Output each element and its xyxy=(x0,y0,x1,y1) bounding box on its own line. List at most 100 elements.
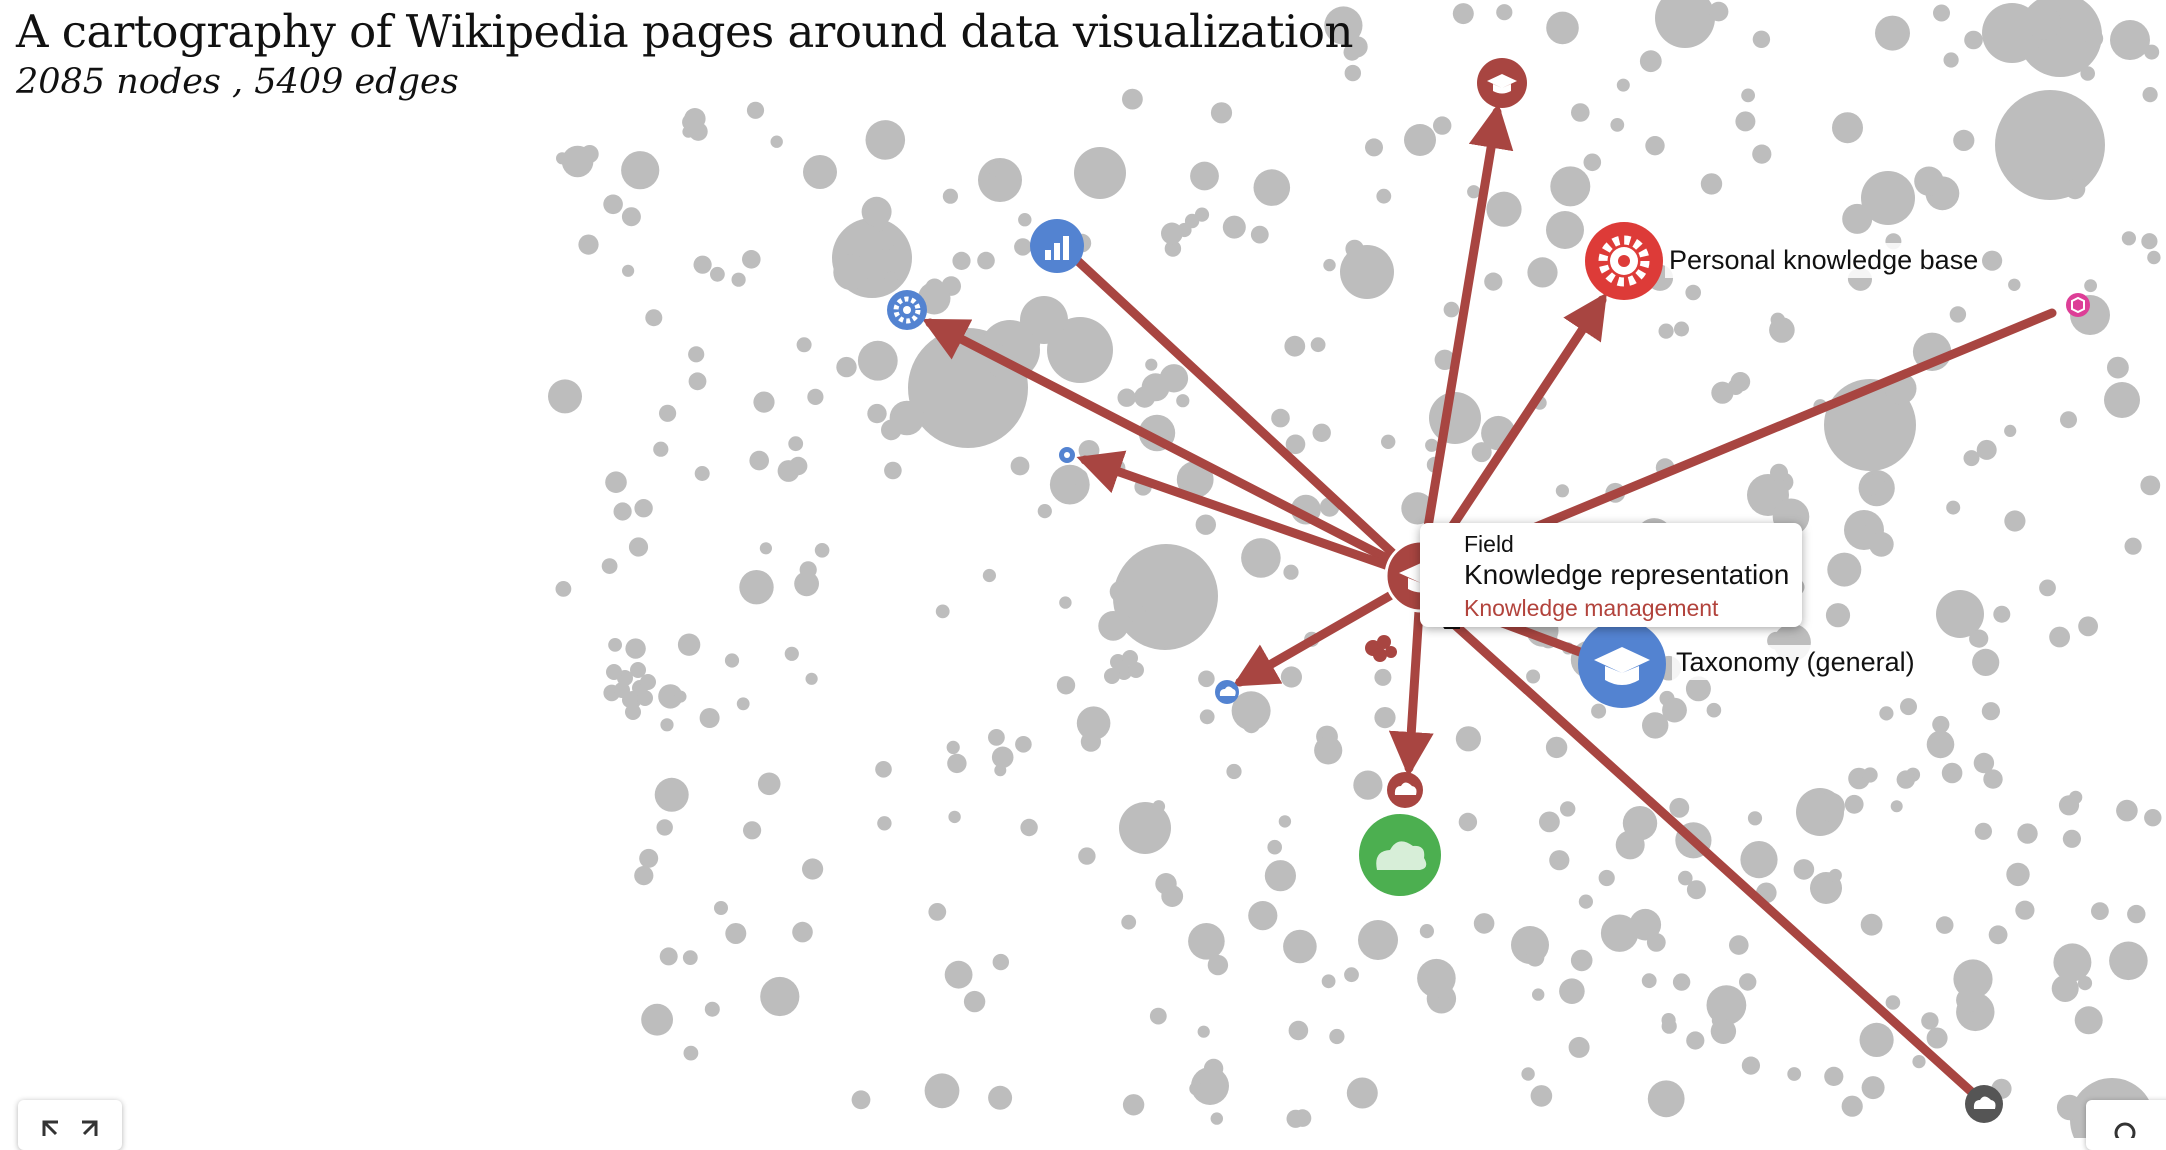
graph-node[interactable] xyxy=(865,120,906,160)
graph-node[interactable] xyxy=(1995,90,2105,200)
graph-node[interactable] xyxy=(1825,603,1851,628)
graph-node[interactable] xyxy=(1283,564,1299,580)
graph-node[interactable] xyxy=(704,1001,720,1017)
graph-node[interactable] xyxy=(746,101,765,119)
graph-node[interactable] xyxy=(2049,626,2071,648)
graph-node[interactable] xyxy=(1429,392,1481,444)
graph-node[interactable] xyxy=(1496,4,1513,21)
graph-node[interactable] xyxy=(1374,668,1392,686)
graph-node[interactable] xyxy=(988,1085,1013,1110)
graph-node[interactable] xyxy=(1571,103,1590,122)
graph-node[interactable] xyxy=(1686,1031,1705,1050)
graph-node[interactable] xyxy=(682,950,698,965)
graph-node[interactable] xyxy=(1926,730,1955,759)
graph-node[interactable] xyxy=(2062,829,2081,848)
graph-node[interactable] xyxy=(710,266,725,282)
graph-node[interactable] xyxy=(2051,975,2079,1002)
graph-node[interactable] xyxy=(1164,240,1182,257)
graph-node[interactable] xyxy=(2104,382,2140,418)
graph-node[interactable] xyxy=(1642,712,1669,739)
graph-node[interactable] xyxy=(1020,818,1038,837)
graph-node[interactable] xyxy=(1646,933,1666,952)
graph-node[interactable] xyxy=(1117,388,1136,407)
graph-node[interactable] xyxy=(2072,43,2093,64)
graph-node[interactable] xyxy=(1983,769,2003,789)
graph-node[interactable] xyxy=(1982,250,2003,271)
graph-node[interactable] xyxy=(1344,64,1362,82)
graph-node[interactable] xyxy=(1248,901,1278,931)
graph-node[interactable] xyxy=(1076,706,1111,740)
graph-node[interactable] xyxy=(688,372,707,391)
node-cloud-red[interactable] xyxy=(1387,772,1423,808)
graph-node[interactable] xyxy=(1645,136,1665,156)
graph-node[interactable] xyxy=(1832,112,1863,144)
graph-node[interactable] xyxy=(1128,605,1147,623)
graph-node[interactable] xyxy=(2056,1094,2083,1121)
graph-node[interactable] xyxy=(1946,500,1961,515)
graph-node[interactable] xyxy=(641,1003,673,1036)
graph-node[interactable] xyxy=(659,947,678,966)
graph-node[interactable] xyxy=(634,499,653,518)
graph-node[interactable] xyxy=(1879,706,1894,721)
graph-node[interactable] xyxy=(1741,1056,1760,1075)
graph-node[interactable] xyxy=(1060,328,1076,345)
graph-node[interactable] xyxy=(1752,30,1771,48)
graph-node[interactable] xyxy=(1098,611,1129,641)
graph-node[interactable] xyxy=(1119,802,1171,854)
graph-node[interactable] xyxy=(1190,161,1219,191)
graph-node[interactable] xyxy=(1710,1018,1737,1044)
graph-node[interactable] xyxy=(942,188,959,204)
graph-node[interactable] xyxy=(1555,484,1569,498)
graph-node[interactable] xyxy=(759,542,773,555)
graph-node[interactable] xyxy=(988,161,1003,177)
graph-node[interactable] xyxy=(1844,794,1864,814)
graph-node[interactable] xyxy=(1973,752,1995,774)
graph-node[interactable] xyxy=(861,196,892,227)
graph-node[interactable] xyxy=(613,502,632,521)
label-taxonomy[interactable]: Taxonomy (general) xyxy=(1672,645,1919,680)
graph-node[interactable] xyxy=(603,194,623,215)
graph-node[interactable] xyxy=(1191,1067,1229,1105)
graph-node[interactable] xyxy=(857,340,898,381)
graph-node[interactable] xyxy=(2015,900,2035,920)
graph-node[interactable] xyxy=(621,151,660,190)
graph-node[interactable] xyxy=(688,346,705,363)
graph-node[interactable] xyxy=(1278,815,1292,828)
graph-node[interactable] xyxy=(1674,321,1689,337)
graph-node[interactable] xyxy=(2085,29,2104,48)
graph-node[interactable] xyxy=(1815,792,1845,822)
graph-node[interactable] xyxy=(1207,954,1229,976)
graph-node[interactable] xyxy=(1730,372,1751,392)
graph-node[interactable] xyxy=(622,692,638,708)
node-personal-knowledge-base[interactable] xyxy=(1585,222,1663,300)
graph-node[interactable] xyxy=(555,581,572,597)
graph-node[interactable] xyxy=(1770,463,1788,482)
graph-node[interactable] xyxy=(1897,400,1912,415)
graph-node[interactable] xyxy=(1560,801,1576,817)
graph-node[interactable] xyxy=(2077,976,2093,991)
graph-node[interactable] xyxy=(1896,770,1916,789)
graph-node[interactable] xyxy=(2141,233,2158,250)
fullscreen-button[interactable] xyxy=(18,1100,122,1150)
graph-node[interactable] xyxy=(2006,862,2030,887)
graph-node[interactable] xyxy=(992,953,1009,971)
graph-node[interactable] xyxy=(1706,702,1722,718)
graph-node[interactable] xyxy=(1530,1085,1553,1107)
graph-node[interactable] xyxy=(736,697,750,711)
graph-node[interactable] xyxy=(1104,668,1120,684)
graph-node[interactable] xyxy=(1080,731,1101,752)
graph-node[interactable] xyxy=(1741,88,1755,103)
graph-node[interactable] xyxy=(1824,1066,1844,1086)
graph-node[interactable] xyxy=(1969,630,1986,648)
graph-node[interactable] xyxy=(1010,456,1030,476)
graph-node[interactable] xyxy=(2121,231,2136,246)
graph-node[interactable] xyxy=(1358,920,1398,960)
graph-node[interactable] xyxy=(739,570,774,605)
graph-node[interactable] xyxy=(677,633,701,656)
graph-node[interactable] xyxy=(1267,839,1282,855)
graph-node[interactable] xyxy=(714,901,728,915)
graph-node[interactable] xyxy=(1647,1080,1685,1118)
graph-node[interactable] xyxy=(1037,504,1052,519)
graph-node[interactable] xyxy=(1708,1,1729,22)
